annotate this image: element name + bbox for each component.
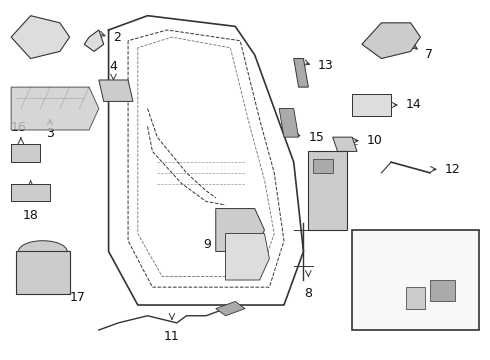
Polygon shape bbox=[362, 280, 406, 309]
Text: 3: 3 bbox=[46, 127, 54, 140]
Polygon shape bbox=[16, 251, 70, 294]
Polygon shape bbox=[406, 287, 425, 309]
Polygon shape bbox=[19, 241, 67, 251]
Text: 5: 5 bbox=[412, 234, 419, 247]
Polygon shape bbox=[308, 152, 347, 230]
Text: 17: 17 bbox=[70, 291, 85, 305]
Polygon shape bbox=[430, 280, 455, 301]
Polygon shape bbox=[333, 137, 357, 152]
Text: 6: 6 bbox=[411, 316, 418, 329]
Text: 4: 4 bbox=[109, 60, 118, 73]
Polygon shape bbox=[352, 94, 391, 116]
Text: 15: 15 bbox=[308, 131, 324, 144]
Polygon shape bbox=[84, 30, 104, 51]
Text: 9: 9 bbox=[203, 238, 211, 251]
Polygon shape bbox=[216, 301, 245, 316]
Bar bbox=[352, 230, 479, 330]
Text: 2: 2 bbox=[114, 31, 122, 44]
Polygon shape bbox=[294, 59, 308, 87]
Text: 1: 1 bbox=[31, 41, 39, 54]
Polygon shape bbox=[216, 208, 265, 251]
Text: 11: 11 bbox=[164, 330, 180, 343]
Text: 8: 8 bbox=[304, 287, 312, 300]
Polygon shape bbox=[11, 144, 40, 162]
Polygon shape bbox=[11, 87, 99, 130]
Polygon shape bbox=[279, 109, 298, 137]
Text: 12: 12 bbox=[445, 163, 461, 176]
Polygon shape bbox=[11, 16, 70, 59]
Polygon shape bbox=[99, 80, 133, 102]
Text: 14: 14 bbox=[406, 99, 421, 112]
Text: 16: 16 bbox=[11, 121, 27, 134]
Polygon shape bbox=[225, 234, 270, 280]
Text: 13: 13 bbox=[318, 59, 334, 72]
Polygon shape bbox=[362, 23, 420, 59]
Text: 7: 7 bbox=[425, 49, 433, 62]
Polygon shape bbox=[313, 158, 333, 173]
Text: 10: 10 bbox=[367, 134, 383, 147]
Polygon shape bbox=[11, 184, 50, 202]
Text: 18: 18 bbox=[23, 208, 39, 221]
